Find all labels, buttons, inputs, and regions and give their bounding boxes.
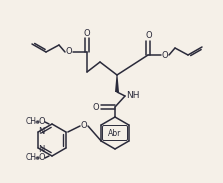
Text: O: O [39,154,45,163]
Text: O: O [162,51,168,59]
Text: O: O [84,29,90,38]
Text: Abr: Abr [108,128,122,137]
Text: O: O [81,122,87,130]
Text: NH: NH [126,92,140,100]
Text: CH₃: CH₃ [26,154,40,163]
Text: O: O [66,48,72,57]
Text: O: O [146,31,152,40]
Text: N: N [38,145,44,154]
Text: CH₃: CH₃ [26,117,40,126]
Text: O: O [39,117,45,126]
Text: O: O [93,102,99,111]
Polygon shape [115,75,119,92]
Text: N: N [38,126,44,135]
